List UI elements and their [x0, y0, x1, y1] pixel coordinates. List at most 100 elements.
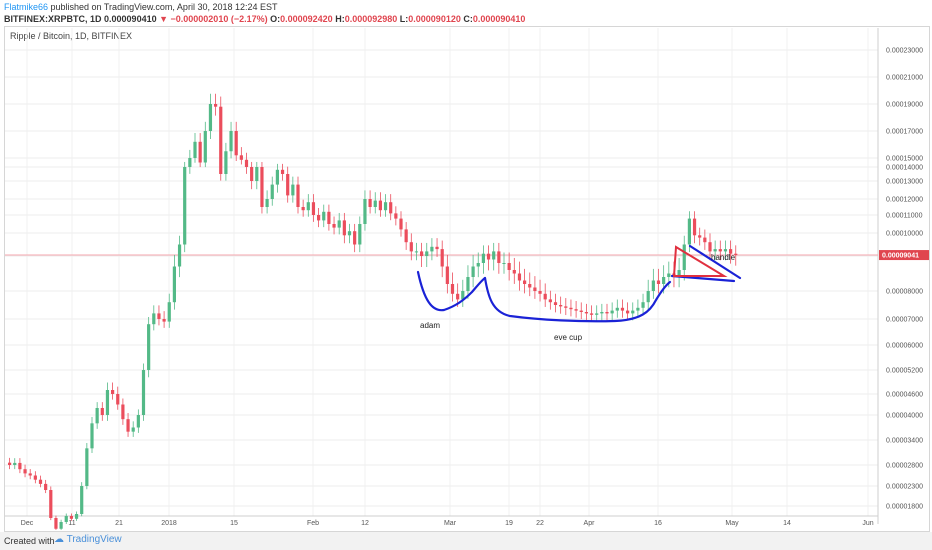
candle-body — [502, 263, 506, 264]
candle-body — [95, 408, 99, 424]
close-label: C: — [463, 14, 473, 24]
x-tick-label: Mar — [444, 520, 457, 527]
symbol-label: BITFINEX:XRPBTC, 1D — [4, 14, 102, 24]
x-tick-label: 15 — [230, 520, 238, 527]
candle-body — [38, 479, 43, 484]
candle-body — [687, 218, 691, 245]
candle-body — [559, 305, 563, 307]
chart-grid — [5, 28, 878, 516]
candle-body — [54, 518, 58, 529]
last-price-tag — [879, 250, 929, 261]
candle-body — [224, 151, 228, 174]
candle-body — [662, 277, 666, 284]
candle-body — [363, 199, 367, 224]
y-tick-label: 0.00007000 — [886, 317, 923, 324]
candle-body — [523, 280, 527, 284]
candle-body — [708, 242, 712, 252]
candle-body — [28, 473, 32, 476]
candle-body — [44, 483, 48, 490]
candle-body — [311, 202, 316, 215]
annotation-adam: adam — [420, 321, 440, 330]
drawings: adam eve cup handle — [416, 244, 742, 342]
candle-body — [18, 462, 22, 470]
candle-body — [394, 213, 398, 219]
x-tick-label: 21 — [115, 520, 123, 527]
candle-body — [275, 169, 279, 185]
candle-body — [353, 231, 357, 245]
candle-body — [528, 284, 532, 288]
candle-body — [301, 207, 305, 211]
y-tick-label: 0.00013000 — [886, 179, 923, 186]
candle-body — [286, 174, 290, 196]
candle-body — [425, 251, 429, 256]
candle-body — [667, 273, 671, 277]
candle-body — [543, 293, 547, 300]
x-tick-label: 14 — [783, 520, 791, 527]
candle-body — [280, 169, 285, 174]
candle-body — [383, 202, 388, 211]
candle-body — [322, 211, 326, 221]
cloud-icon: ☁ — [54, 534, 64, 545]
candle-body — [291, 184, 295, 196]
candle-body — [131, 427, 135, 432]
candle-body — [126, 419, 130, 432]
footer-bar: Created with ☁ TradingView — [0, 532, 932, 550]
x-tick-label: Dec — [21, 520, 34, 527]
candle-body — [698, 235, 702, 238]
candle-body — [208, 104, 213, 131]
candle-body — [64, 516, 68, 522]
candle-body — [167, 302, 171, 322]
candle-body — [605, 312, 609, 314]
candle-body — [584, 312, 588, 314]
candle-body — [445, 266, 449, 284]
candle-body — [260, 167, 264, 207]
candle-body — [141, 370, 146, 415]
y-tick-label: 0.00003400 — [886, 438, 923, 445]
ohlc-info: BITFINEX:XRPBTC, 1D 0.000090410 ▼ −0.000… — [4, 14, 525, 24]
candle-body — [244, 159, 249, 167]
candle-body — [198, 141, 202, 163]
y-tick-label: 0.00004000 — [886, 413, 923, 420]
low-value: 0.000090120 — [408, 14, 461, 24]
x-tick-label: 11 — [68, 520, 75, 527]
tradingview-logo[interactable]: ☁ TradingView — [54, 534, 122, 545]
candle-body — [193, 141, 197, 158]
y-tick-label: 0.00002300 — [886, 484, 923, 491]
x-tick-label: 19 — [505, 520, 513, 527]
candle-body — [723, 249, 728, 252]
candle-body — [507, 263, 511, 270]
candle-body — [538, 291, 542, 294]
candle-body — [512, 270, 516, 274]
open-label: O: — [270, 14, 281, 24]
candle-body — [111, 390, 115, 394]
candle-body — [337, 220, 341, 228]
candle-body — [214, 104, 218, 107]
candle-body — [332, 224, 336, 228]
candle-body — [476, 263, 480, 267]
candle-body — [172, 266, 176, 303]
candle-body — [399, 218, 403, 230]
x-tick-label: 2018 — [161, 520, 177, 527]
candle-body — [533, 287, 537, 291]
candle-body — [8, 462, 12, 465]
candle-body — [23, 469, 27, 474]
candle-body — [656, 280, 661, 284]
author-link[interactable]: Flatmike66 — [4, 2, 49, 12]
candle-body — [234, 131, 238, 156]
x-tick-label: Apr — [584, 520, 596, 527]
candle-body — [456, 293, 460, 300]
chart-frame[interactable] — [4, 26, 930, 532]
candle-body — [620, 307, 625, 311]
candle-body — [105, 390, 110, 415]
time-axis: Dec 11 21 2018 15 Feb 12 Mar 19 22 Apr 16 May 14 Jun — [5, 515, 878, 527]
candle-body — [100, 408, 104, 415]
candle-body — [718, 249, 722, 252]
candle-body — [239, 155, 243, 160]
candle-body — [579, 310, 583, 312]
candle-body — [471, 266, 475, 277]
candle-body — [136, 415, 140, 428]
y-tick-label: 0.00005200 — [886, 368, 923, 375]
y-tick-label: 0.00004600 — [886, 392, 923, 399]
candle-body — [33, 475, 37, 480]
